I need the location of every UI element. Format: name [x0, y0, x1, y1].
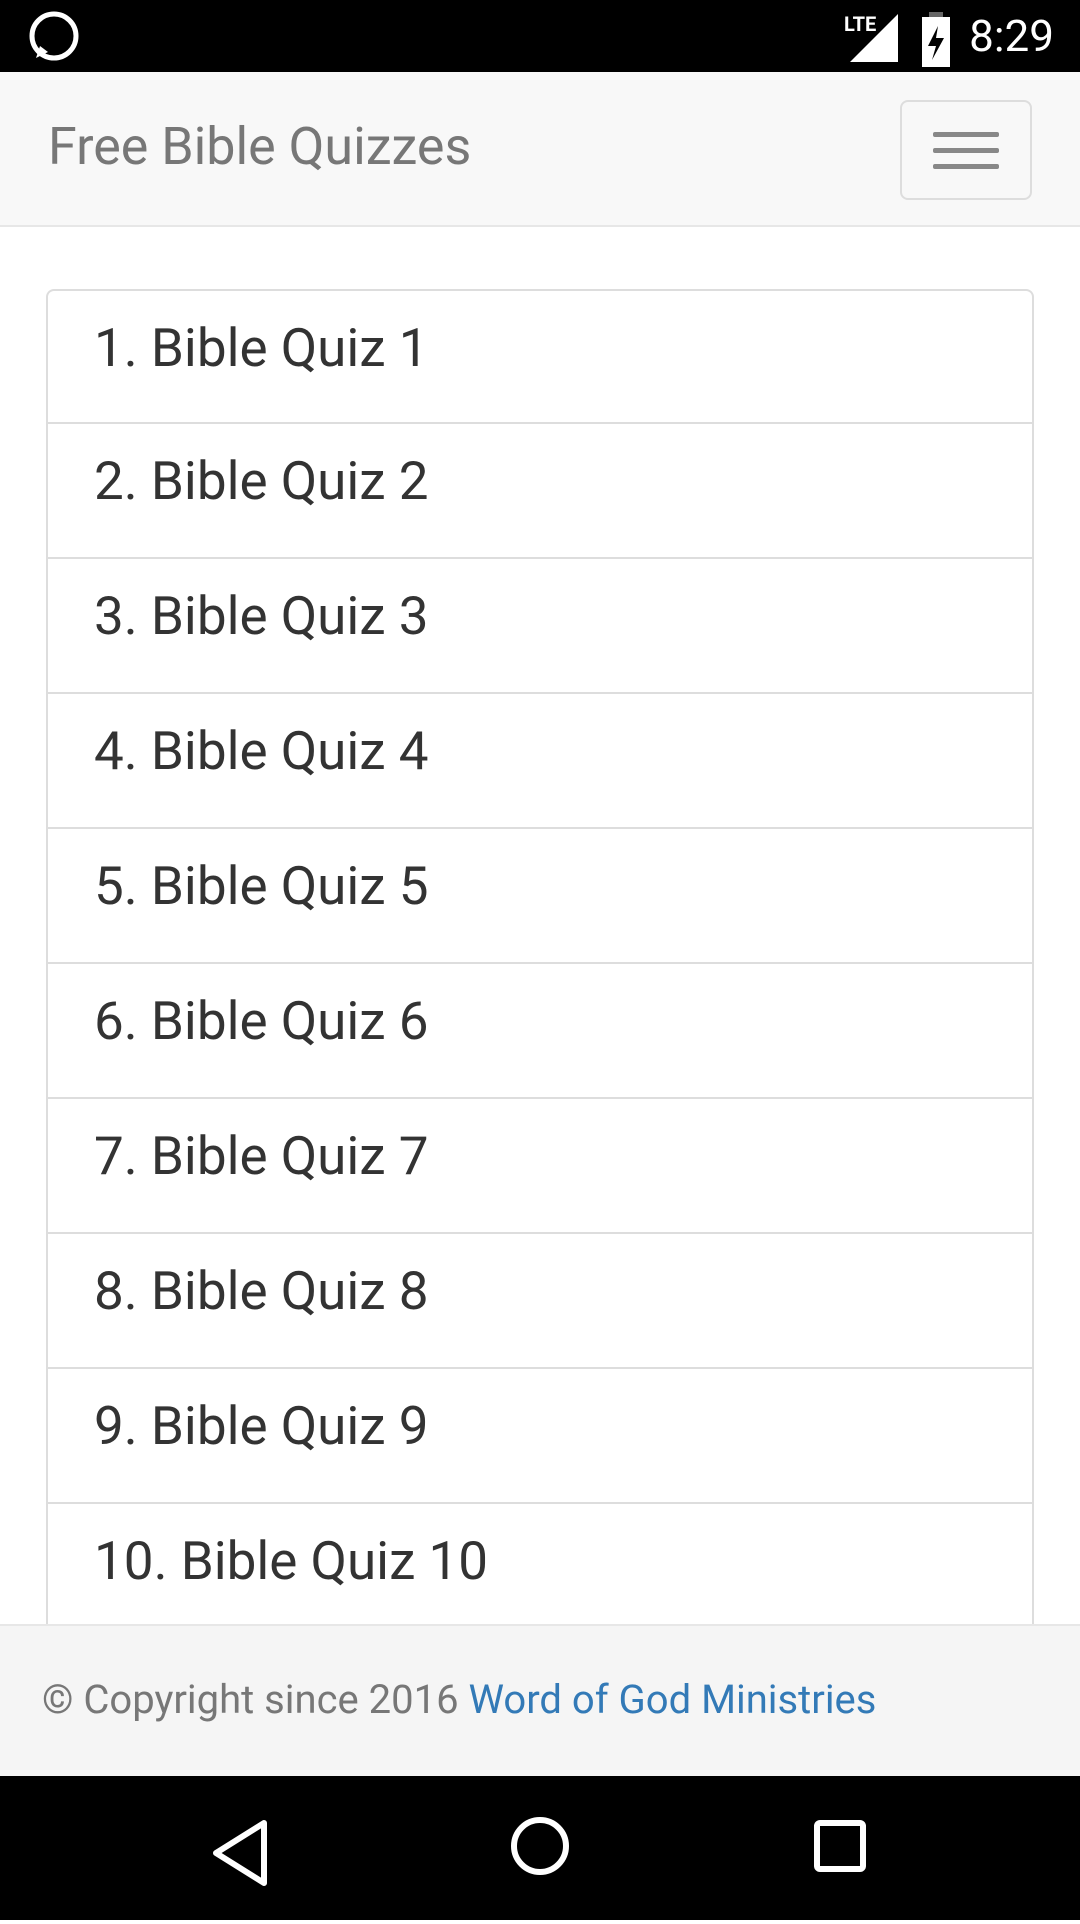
quiz-list: 1. Bible Quiz 1 2. Bible Quiz 2 3. Bible Q… — [46, 289, 1034, 1639]
home-button[interactable] — [511, 1817, 569, 1875]
quiz-item[interactable]: 10. Bible Quiz 10 — [46, 1504, 1034, 1639]
network-label: LTE — [844, 12, 877, 36]
navbar: Free Bible Quizzes — [0, 72, 1080, 227]
copyright: © Copyright since 2016 — [42, 1676, 459, 1723]
whatsapp-icon — [29, 11, 79, 61]
quiz-item[interactable]: 8. Bible Quiz 8 — [46, 1234, 1034, 1369]
back-button[interactable] — [213, 1820, 267, 1886]
quiz-item[interactable]: 4. Bible Quiz 4 — [46, 694, 1034, 829]
recents-button[interactable] — [814, 1820, 866, 1872]
status-bar: LTE 8:29 — [0, 0, 1080, 72]
system-nav — [0, 1776, 1080, 1920]
footer-link[interactable]: Word of God Ministries — [468, 1676, 877, 1723]
site-title[interactable]: Free Bible Quizzes — [48, 116, 472, 177]
menu-toggle[interactable] — [900, 100, 1032, 200]
quiz-item[interactable]: 2. Bible Quiz 2 — [46, 424, 1034, 559]
quiz-item[interactable]: 6. Bible Quiz 6 — [46, 964, 1034, 1099]
signal-icon — [850, 14, 898, 62]
quiz-item[interactable]: 5. Bible Quiz 5 — [46, 829, 1034, 964]
quiz-item[interactable]: 1. Bible Quiz 1 — [46, 289, 1034, 424]
clock: 8:29 — [969, 10, 1054, 62]
battery-icon — [922, 12, 950, 67]
nav-buttons — [213, 1817, 866, 1886]
quiz-item[interactable]: 9. Bible Quiz 9 — [46, 1369, 1034, 1504]
footer: © Copyright since 2016 Word of God Minis… — [0, 1624, 1080, 1776]
quiz-item[interactable]: 3. Bible Quiz 3 — [46, 559, 1034, 694]
quiz-item[interactable]: 7. Bible Quiz 7 — [46, 1099, 1034, 1234]
